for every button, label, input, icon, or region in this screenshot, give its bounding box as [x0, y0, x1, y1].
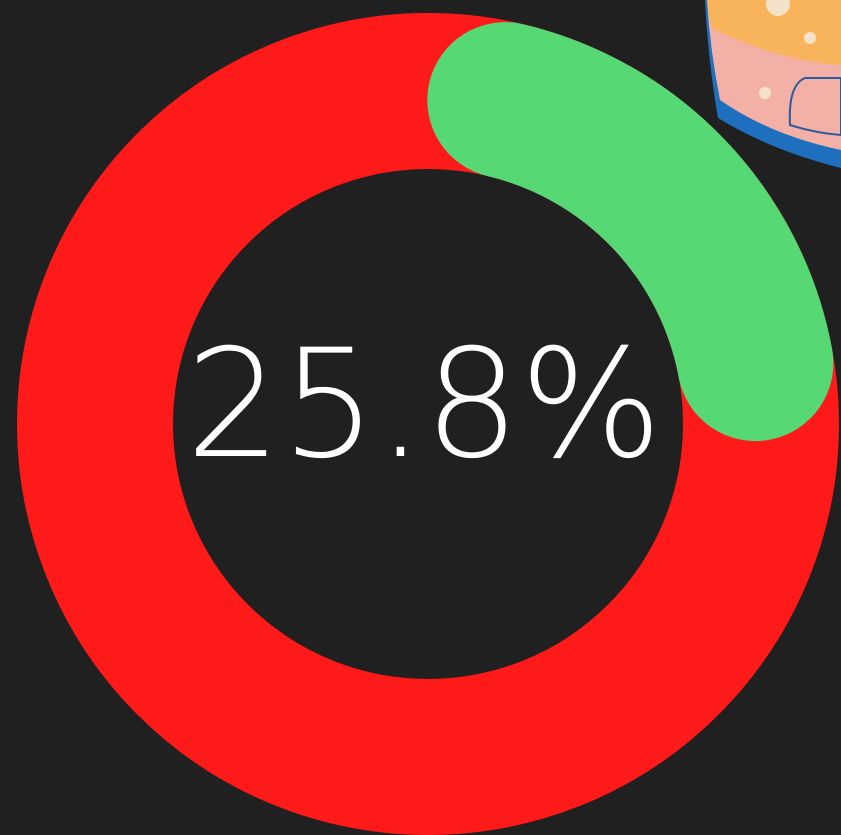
decoration [705, 0, 841, 168]
decoration-dot [759, 87, 771, 99]
decoration-orange [707, 0, 841, 65]
progress-label: 25.8% [186, 318, 663, 492]
progress-arc [427, 22, 834, 442]
decoration-dot [766, 0, 790, 16]
decoration-outline [788, 77, 841, 137]
decoration-dot [804, 32, 816, 44]
